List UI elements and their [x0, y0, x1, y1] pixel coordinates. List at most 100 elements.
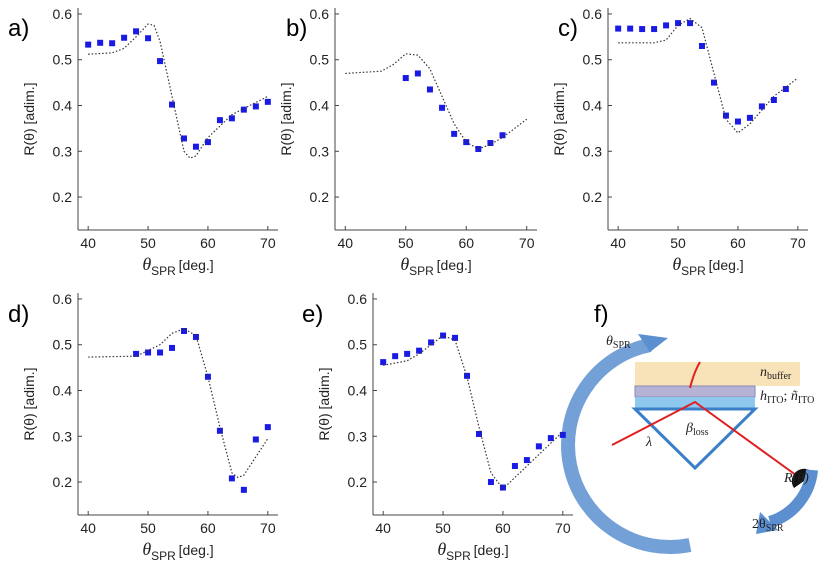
x-axis-label: θSPR [deg.] — [142, 539, 213, 563]
y-tick-label: 0.3 — [53, 428, 73, 444]
panel-label: c) — [558, 15, 578, 42]
data-point — [475, 430, 482, 437]
panel: a) 0.2 0.3 0.4 0.5 0.6 40 50 60 70 R(θ) [adim.] θSP… — [8, 6, 278, 278]
buffer-layer — [635, 362, 800, 386]
ito-layer — [634, 385, 756, 398]
laser-beam — [611, 400, 801, 479]
data-point — [782, 86, 789, 93]
arrow-head — [756, 512, 778, 534]
y-tick-label: 0.4 — [583, 97, 603, 113]
data-point — [416, 347, 423, 354]
reflect-label: R(θ) — [783, 471, 809, 486]
data-point — [440, 332, 447, 339]
x-label-symbol: θ — [142, 254, 151, 274]
y-tick-label: 0.5 — [310, 52, 330, 68]
y-axis-label: R(θ) [adim.] — [21, 367, 37, 440]
data-point — [487, 479, 494, 486]
x-tick-label: 60 — [200, 520, 216, 536]
data-point — [523, 457, 530, 464]
field — [689, 361, 701, 389]
data-point — [216, 117, 223, 124]
y-axis-label: R(θ) [adim.] — [21, 82, 37, 155]
lambda-label: λ — [645, 435, 652, 450]
two-theta-label: 2θSPR — [752, 517, 784, 534]
y-tick-label: 0.2 — [53, 474, 73, 490]
panel: e) 0.2 0.3 0.4 0.5 0.6 40 50 60 70 R(θ) [adim.] θSP… — [302, 291, 573, 563]
y-axis-label: R(θ) [adim.] — [551, 82, 567, 155]
x-tick-label: 70 — [790, 235, 806, 251]
panel: d) 0.2 0.3 0.4 0.5 0.6 40 50 60 70 R(θ) [adim.] θSP… — [8, 291, 278, 563]
data-point — [451, 130, 458, 137]
x-label-symbol: θ — [672, 254, 681, 274]
data-point — [414, 70, 421, 77]
x-tick-label: 60 — [200, 235, 216, 251]
model-curve — [88, 23, 269, 159]
x-tick-label: 50 — [435, 520, 451, 536]
data-point — [428, 339, 435, 346]
x-tick-label: 50 — [670, 235, 686, 251]
data-point — [404, 350, 411, 357]
data-point — [109, 40, 116, 47]
data-point — [547, 435, 554, 442]
data-point — [452, 334, 459, 341]
data-point — [157, 58, 164, 65]
y-tick-label: 0.5 — [583, 52, 603, 68]
x-tick-label: 40 — [610, 235, 626, 251]
data-point — [699, 42, 706, 49]
data-point — [157, 349, 164, 356]
theta-label: θSPR — [606, 334, 631, 351]
data-point — [426, 86, 433, 93]
panel-label: f) — [594, 301, 609, 328]
data-point — [710, 79, 717, 86]
panel: c) 0.2 0.3 0.4 0.5 0.6 40 50 60 70 R(θ) [adim.] θSP… — [551, 6, 808, 278]
x-tick-label: 40 — [337, 235, 353, 251]
data-point — [746, 114, 753, 121]
ito-label: hITO; ñITO — [760, 389, 814, 406]
x-label-unit: [deg.] — [709, 257, 744, 273]
y-tick-label: 0.6 — [348, 291, 368, 307]
data-point — [85, 41, 92, 48]
x-label-subscript: SPR — [151, 549, 176, 563]
model-curve — [383, 334, 564, 490]
x-tick-label: 70 — [260, 520, 276, 536]
data-point — [651, 26, 658, 33]
data-point — [169, 101, 176, 108]
panel-label: d) — [8, 301, 29, 328]
model-curve — [618, 17, 799, 134]
x-tick-label: 50 — [140, 235, 156, 251]
buffer-label: nbuffer — [760, 365, 792, 382]
x-tick-label: 40 — [375, 520, 391, 536]
x-label-symbol: θ — [437, 539, 446, 559]
data-point — [734, 118, 741, 125]
x-tick-label: 70 — [519, 235, 535, 251]
arrow-head — [638, 334, 668, 352]
data-point — [121, 34, 128, 41]
panel: b) 0.2 0.3 0.4 0.5 0.6 40 50 60 70 R(θ) [adim.] θSP… — [278, 6, 537, 278]
data-point — [216, 427, 223, 434]
y-tick-label: 0.4 — [53, 97, 73, 113]
y-tick-label: 0.5 — [53, 337, 73, 353]
data-point — [402, 75, 409, 82]
y-tick-label: 0.6 — [583, 6, 603, 22]
x-tick-label: 60 — [730, 235, 746, 251]
y-axis-label: R(θ) [adim.] — [316, 367, 332, 440]
data-point — [487, 140, 494, 147]
beta-label: βloss — [685, 421, 709, 438]
data-point — [380, 359, 387, 366]
data-point — [511, 463, 518, 470]
x-label-unit: [deg.] — [474, 542, 509, 558]
data-point — [97, 39, 104, 46]
data-point — [145, 349, 152, 356]
data-point — [758, 103, 765, 110]
data-point — [264, 98, 271, 105]
x-axis-label: θSPR [deg.] — [142, 254, 213, 278]
x-label-unit: [deg.] — [179, 257, 214, 273]
x-tick-label: 40 — [80, 235, 96, 251]
y-tick-label: 0.6 — [310, 6, 330, 22]
y-tick-label: 0.2 — [310, 189, 330, 205]
model-curve — [345, 53, 528, 150]
x-tick-label: 50 — [398, 235, 414, 251]
data-point — [722, 112, 729, 119]
data-point — [264, 424, 271, 431]
